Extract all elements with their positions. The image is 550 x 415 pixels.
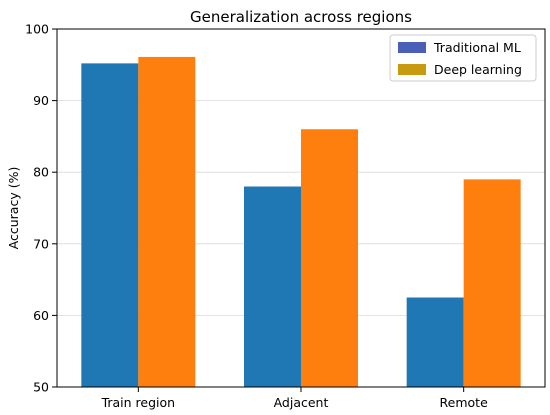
y-axis: 50 60 70 80 90 100	[25, 22, 57, 395]
y-tick-label: 70	[33, 236, 49, 251]
x-tick-label: Train region	[101, 395, 176, 410]
legend: Traditional ML Deep learning	[389, 34, 537, 82]
x-tick-label: Adjacent	[274, 395, 329, 410]
y-axis-label: Accuracy (%)	[6, 167, 21, 250]
x-tick-label: Remote	[440, 395, 489, 410]
bar-deep-learning	[301, 129, 358, 388]
legend-swatch	[398, 42, 426, 53]
legend-swatch	[398, 64, 426, 75]
legend-label: Traditional ML	[433, 40, 521, 55]
legend-label: Deep learning	[434, 62, 522, 77]
bar-deep-learning	[138, 56, 196, 387]
x-axis: Train region Adjacent Remote	[101, 387, 489, 410]
bar-deep-learning	[463, 179, 521, 387]
bars	[81, 56, 521, 388]
y-tick-label: 80	[33, 165, 49, 180]
chart-title: Generalization across regions	[190, 8, 412, 26]
bar-traditional-ml	[81, 63, 139, 387]
y-tick-label: 90	[33, 93, 49, 108]
legend-frame	[389, 34, 537, 82]
y-tick-label: 100	[25, 22, 49, 37]
bar-traditional-ml	[244, 186, 301, 387]
y-tick-label: 50	[33, 380, 49, 395]
y-tick-label: 60	[33, 308, 49, 323]
bar-traditional-ml	[406, 297, 464, 387]
